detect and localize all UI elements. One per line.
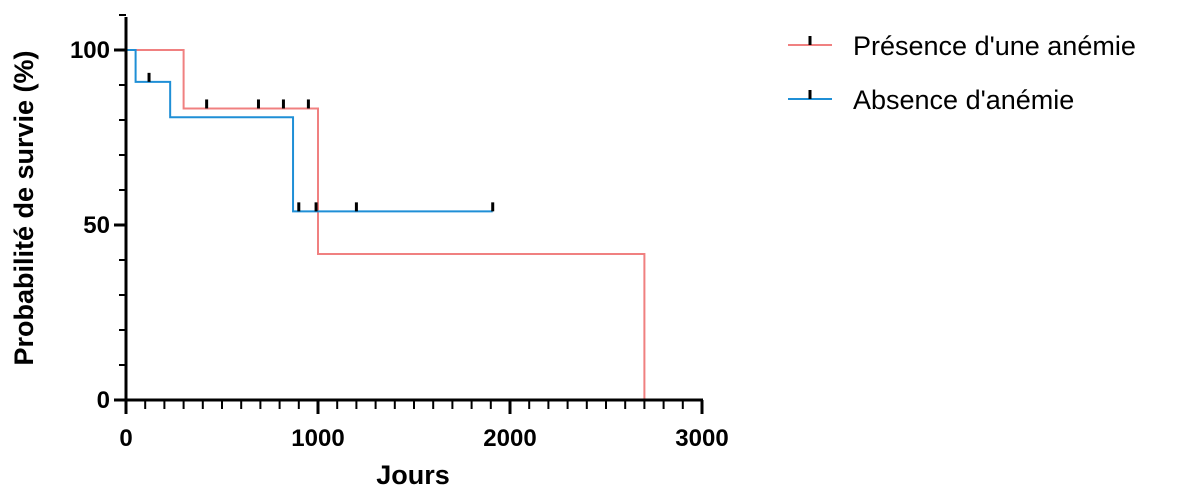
legend: Présence d'une anémie Absence d'anémie (788, 31, 1136, 115)
series-1 (126, 49, 646, 400)
series-2 (126, 49, 495, 213)
y-axis-title: Probabilité de survie (%) (9, 50, 39, 365)
x-tick-label: 2000 (483, 425, 536, 452)
legend-label: Absence d'anémie (853, 85, 1074, 115)
y-tick-label: 100 (70, 37, 110, 64)
y-tick-label: 0 (97, 387, 110, 414)
legend-item: Présence d'une anémie (788, 31, 1136, 61)
x-tick-label: 1000 (291, 425, 344, 452)
x-tick-label: 0 (119, 425, 132, 452)
plot-series (126, 49, 646, 400)
x-ticks: 0 1000 2000 3000 (119, 400, 729, 452)
x-tick-label: 3000 (675, 425, 728, 452)
axes: 0 50 100 0 1000 2000 3000 (70, 14, 729, 452)
x-axis-title: Jours (376, 460, 450, 490)
y-tick-label: 50 (83, 212, 110, 239)
y-ticks: 0 50 100 (70, 14, 126, 414)
series-step-line (126, 49, 646, 400)
series-step-line (126, 49, 493, 213)
legend-label: Présence d'une anémie (853, 31, 1136, 61)
legend-item: Absence d'anémie (788, 85, 1074, 115)
